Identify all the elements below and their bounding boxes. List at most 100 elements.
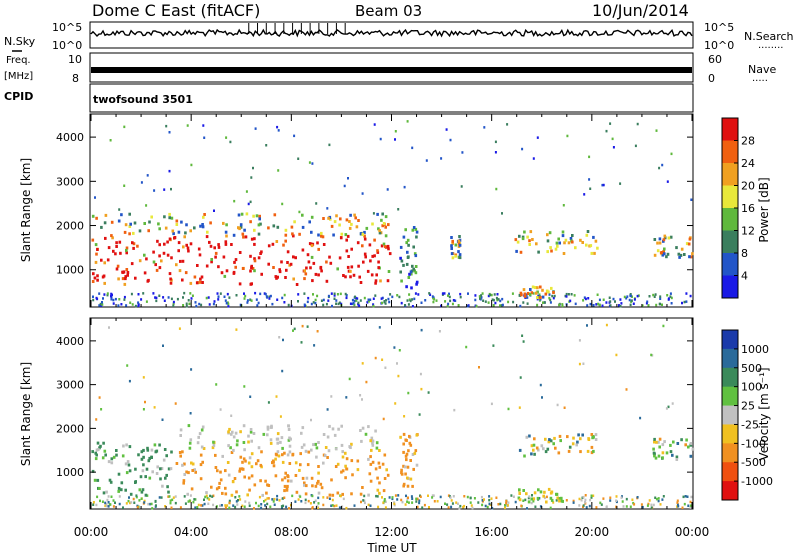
power-ground-cell	[435, 299, 438, 302]
velocity-cell	[230, 451, 234, 454]
velocity-ground-cell	[328, 497, 331, 500]
power-cell	[184, 271, 188, 275]
power-cell	[96, 248, 99, 251]
velocity-ground-cell	[204, 495, 207, 499]
velocity-cell	[336, 462, 340, 466]
power-cell	[131, 241, 134, 245]
power-cell	[121, 270, 124, 274]
colorbar-tick-label: 28	[741, 135, 755, 148]
velocity-cell	[326, 456, 329, 459]
velocity-cell	[415, 433, 419, 437]
power-cell	[250, 264, 253, 268]
velocity-cell	[117, 472, 121, 476]
velocity-cell	[402, 432, 406, 436]
power-cell	[376, 250, 380, 254]
power-sparse-cell	[123, 184, 126, 187]
colorbar-swatch	[722, 330, 738, 350]
velocity-cell	[537, 488, 540, 492]
velocity-ground-cell	[552, 501, 555, 504]
velocity-ground-cell	[650, 503, 653, 507]
power-cell	[359, 281, 363, 284]
power-ground-cell	[478, 295, 481, 298]
velocity-cell	[344, 476, 347, 480]
velocity-sparse-cell	[650, 353, 653, 357]
power-ground-cell	[457, 304, 460, 307]
power-ground-cell	[467, 292, 469, 295]
power-ground-cell	[336, 293, 339, 296]
power-cell	[387, 270, 391, 273]
power-cell	[111, 236, 114, 240]
power-ground-cell	[312, 301, 315, 304]
velocity-sparse-cell	[219, 408, 222, 411]
velocity-ground-cell	[105, 504, 108, 508]
colorbar-swatch	[722, 253, 738, 276]
velocity-ground-cell	[263, 500, 265, 503]
power-cell	[217, 243, 220, 247]
power-cell	[330, 224, 334, 228]
velocity-cell	[299, 452, 302, 456]
velocity-cell	[400, 471, 403, 475]
power-cell	[667, 236, 671, 240]
power-cell	[677, 252, 681, 256]
velocity-ground-cell	[384, 500, 387, 503]
power-ground-cell	[548, 293, 551, 296]
power-cell	[399, 256, 402, 260]
velocity-cell	[169, 467, 173, 471]
power-ground-cell	[542, 301, 544, 304]
velocity-sparse-cell	[378, 326, 381, 329]
power-cell	[376, 249, 379, 253]
power-ground-cell	[573, 294, 576, 297]
power-sparse-cell	[190, 163, 193, 167]
velocity-cell	[368, 472, 372, 476]
power-cell	[656, 241, 659, 245]
velocity-cell	[518, 448, 522, 452]
velocity-ground-cell	[326, 496, 329, 499]
velocity-cell	[102, 441, 105, 445]
velocity-ground-cell	[676, 503, 679, 506]
velocity-ground-cell	[689, 506, 692, 509]
power-cell	[240, 212, 244, 216]
power-ground-cell	[459, 295, 462, 299]
velocity-ground-cell	[300, 500, 303, 503]
power-cell	[361, 233, 365, 236]
nave-axis-top: 60	[708, 53, 722, 66]
power-cell	[346, 265, 350, 269]
power-cell	[92, 272, 95, 276]
power-ground-cell	[339, 292, 342, 296]
velocity-cell	[314, 484, 318, 488]
velocity-ground-cell	[167, 495, 170, 498]
power-ground-cell	[134, 304, 137, 308]
power-cell	[408, 272, 411, 276]
power-cell	[225, 223, 228, 227]
velocity-cell	[148, 476, 152, 480]
power-cell	[253, 242, 256, 246]
power-cell	[310, 255, 314, 259]
power-cell	[339, 217, 342, 221]
velocity-cell	[371, 443, 375, 447]
power-ground-cell	[441, 292, 444, 295]
velocity-cell	[369, 439, 372, 443]
velocity-sparse-cell	[398, 349, 401, 352]
velocity-sparse-cell	[301, 324, 304, 328]
power-ground-cell	[312, 293, 314, 296]
power-cell	[528, 293, 532, 296]
velocity-ground-cell	[112, 499, 115, 502]
colorbar-swatch	[722, 185, 738, 209]
power-ground-cell	[689, 294, 692, 298]
velocity-cell	[658, 445, 661, 449]
velocity-cell	[359, 492, 363, 496]
velocity-cell	[267, 484, 271, 487]
velocity-cell	[404, 472, 407, 476]
freq-unit-label: [MHz]	[4, 71, 33, 82]
power-cell	[114, 252, 117, 256]
power-cell	[253, 257, 256, 261]
velocity-cell	[274, 474, 278, 478]
velocity-cell	[238, 467, 242, 471]
power-cell	[94, 243, 98, 247]
power-sparse-cell	[308, 161, 311, 164]
power-cell	[91, 238, 95, 242]
power-cell	[224, 240, 228, 244]
power-sparse-cell	[326, 207, 329, 210]
power-cell	[189, 281, 193, 285]
power-cell	[329, 217, 332, 221]
